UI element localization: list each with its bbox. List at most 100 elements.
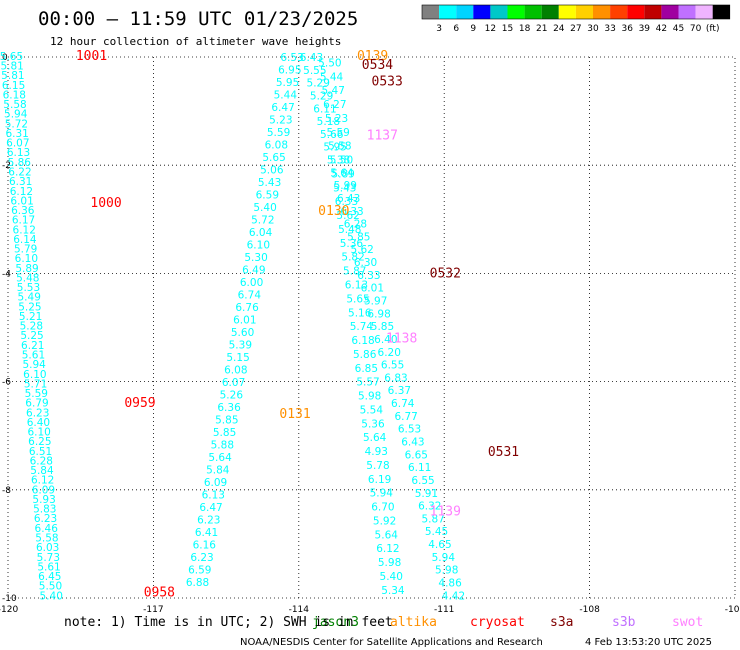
- x-tick-label: -114: [289, 605, 310, 615]
- swh-value: 5.28: [20, 321, 43, 333]
- legend-s3a: s3a: [550, 615, 573, 630]
- swh-value: 6.32: [418, 501, 441, 513]
- swh-value: 6.25: [28, 436, 51, 448]
- swh-value: 5.84: [206, 464, 230, 476]
- colorbar-label: 27: [570, 24, 581, 34]
- swh-value: 6.00: [240, 277, 263, 289]
- colorbar-swatch: [610, 5, 628, 19]
- swh-value: 6.36: [217, 402, 241, 414]
- swh-value: 6.23: [26, 407, 49, 419]
- colorbar-swatch: [593, 5, 611, 19]
- swh-value: 5.25: [20, 330, 43, 342]
- swh-value: 5.40: [40, 590, 63, 602]
- swh-value: 6.83: [384, 372, 407, 384]
- swh-value: 5.97: [364, 296, 387, 308]
- timestamp-label: 0533: [372, 74, 403, 89]
- swh-value: 5.99: [334, 180, 357, 192]
- timestamp-label: 1138: [386, 331, 417, 346]
- swh-value: 6.74: [238, 289, 262, 301]
- swh-value: 5.15: [226, 352, 249, 364]
- swh-value: 5.85: [213, 427, 236, 439]
- swh-value: 5.94: [22, 359, 46, 371]
- swh-value: 6.43: [401, 436, 424, 448]
- swh-value: 6.31: [9, 176, 32, 188]
- swh-value: 6.59: [256, 189, 279, 201]
- swh-value: 6.40: [374, 334, 397, 346]
- swh-value: 6.88: [186, 577, 209, 589]
- colorbar-label: (ft): [706, 24, 720, 34]
- swh-value: 6.11: [313, 103, 336, 115]
- swh-value: 5.98: [378, 557, 401, 569]
- swh-value: 6.10: [247, 239, 270, 251]
- swh-value: 6.07: [6, 138, 29, 150]
- swh-value: 6.01: [361, 283, 384, 295]
- colorbar-swatch: [490, 5, 508, 19]
- swh-value: 6.14: [13, 234, 37, 246]
- colorbar-label: 3: [436, 24, 442, 34]
- swh-value: 6.74: [391, 398, 415, 410]
- track-saral: 5.505.445.476.275.235.595.585.505.895.43…: [318, 57, 405, 596]
- swh-value: 5.64: [363, 432, 387, 444]
- swh-value: 6.21: [21, 340, 44, 352]
- colorbar-swatch: [661, 5, 679, 19]
- swh-value: 5.60: [231, 327, 254, 339]
- swh-value: 5.29: [310, 90, 333, 102]
- swh-value: 5.87: [421, 513, 444, 525]
- swh-value: 6.13: [345, 280, 368, 292]
- swh-value: 6.15: [2, 80, 25, 92]
- swh-value: 5.94: [432, 552, 456, 564]
- swh-value: 6.08: [224, 364, 247, 376]
- swh-value: 5.47: [322, 85, 345, 97]
- swh-value: 5.06: [260, 164, 284, 176]
- colorbar-swatch: [644, 5, 662, 19]
- swh-value: 5.49: [18, 292, 41, 304]
- colorbar-label: 24: [553, 24, 565, 34]
- x-tick-label: -120: [0, 605, 18, 615]
- swh-value: 6.04: [249, 227, 273, 239]
- swh-value: 6.13: [7, 147, 30, 159]
- swh-value: 5.36: [361, 418, 385, 430]
- colorbar-label: 30: [587, 24, 599, 34]
- swh-value: 6.23: [197, 514, 220, 526]
- swh-value: 6.53: [398, 424, 421, 436]
- swh-value: 5.26: [220, 389, 244, 401]
- colorbar-swatch: [422, 5, 440, 19]
- swh-value: 6.31: [5, 128, 28, 140]
- swh-value: 6.12: [10, 186, 33, 198]
- swh-value: 5.86: [8, 157, 32, 169]
- swh-value: 6.46: [35, 523, 59, 535]
- swh-value: 6.40: [27, 417, 50, 429]
- timestamp-label: 0959: [124, 396, 155, 411]
- timestamp-label: 0532: [430, 266, 461, 281]
- swh-value: 5.72: [5, 118, 28, 130]
- colorbar-swatch: [473, 5, 491, 19]
- swh-value: 6.10: [23, 369, 46, 381]
- credit-line: NOAA/NESDIS Center for Satellite Applica…: [240, 637, 543, 648]
- timestamp-label: 0130: [318, 204, 349, 219]
- swh-value: 6.59: [188, 564, 211, 576]
- swh-value: 5.71: [24, 378, 47, 390]
- swh-value: 6.36: [11, 205, 35, 217]
- swh-value: 5.91: [415, 488, 438, 500]
- colorbar-label: 6: [453, 24, 459, 34]
- swh-value: 5.21: [19, 311, 42, 323]
- swh-value: 6.07: [222, 377, 245, 389]
- swh-value: 6.03: [36, 542, 59, 554]
- swh-value: 5.98: [435, 565, 458, 577]
- swh-value: 6.10: [27, 427, 50, 439]
- swh-value: 5.98: [358, 391, 381, 403]
- swh-value: 4.86: [438, 577, 462, 589]
- colorbar-label: 12: [485, 24, 496, 34]
- y-tick-label: -6: [2, 378, 11, 388]
- swh-value: 6.28: [30, 455, 53, 467]
- colorbar-swatch: [439, 5, 457, 19]
- legend-jason3: jason3: [312, 615, 359, 630]
- swh-value: 6.47: [271, 102, 294, 114]
- colorbar-label: 21: [536, 24, 547, 34]
- swh-value: 5.81: [0, 61, 23, 73]
- swh-value: 5.65: [262, 152, 285, 164]
- swh-value: 5.38: [327, 155, 350, 167]
- swh-value: 4.93: [365, 446, 388, 458]
- swh-value: 6.13: [202, 489, 225, 501]
